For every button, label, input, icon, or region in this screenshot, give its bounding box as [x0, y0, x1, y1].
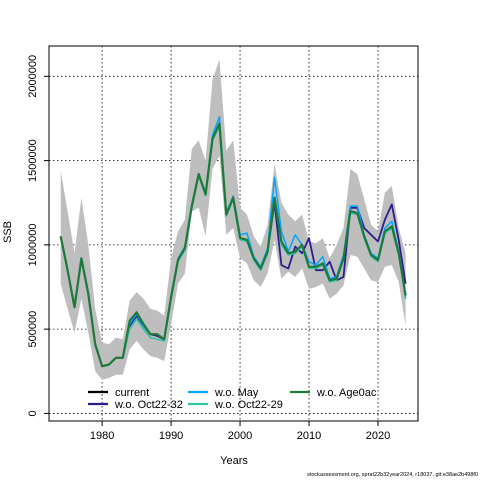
plot-frame	[48, 45, 419, 422]
y-axis-title: SSB	[2, 221, 14, 243]
confidence-band	[60, 59, 406, 380]
y-tick-label-1000000: 1000000	[27, 223, 39, 266]
confidence-band-area	[60, 59, 406, 380]
x-tick-label-2010: 2010	[297, 430, 321, 442]
legend-label-0: current	[115, 387, 149, 399]
x-tick-label-1980: 1980	[90, 430, 114, 442]
footer-credit: stockassessment.org, sprat22b32year2024,…	[307, 472, 478, 478]
x-tick-label-2020: 2020	[366, 430, 390, 442]
y-tick-label-2000000: 2000000	[27, 55, 39, 98]
y-tick-label-0: 0	[27, 410, 39, 416]
y-tick-label-1500000: 1500000	[27, 139, 39, 182]
legend-label-2: w.o. May	[214, 387, 259, 399]
x-axis: 1980 1990 2000 2010 2020	[90, 421, 390, 442]
legend-label-1: w.o. Oct22-32	[114, 399, 183, 411]
legend-label-3: w.o. Oct22-29	[214, 399, 283, 411]
series-lines	[59, 116, 407, 368]
x-tick-label-2000: 2000	[228, 430, 252, 442]
y-tick-label-500000: 500000	[27, 311, 39, 348]
legend-label-4: w.o. Age0ac	[316, 387, 377, 399]
y-axis: 0 500000 1000000 1500000 2000000	[27, 55, 49, 416]
x-tick-label-1990: 1990	[159, 430, 183, 442]
x-axis-title: Years	[220, 455, 248, 467]
series-line-4	[59, 122, 407, 368]
